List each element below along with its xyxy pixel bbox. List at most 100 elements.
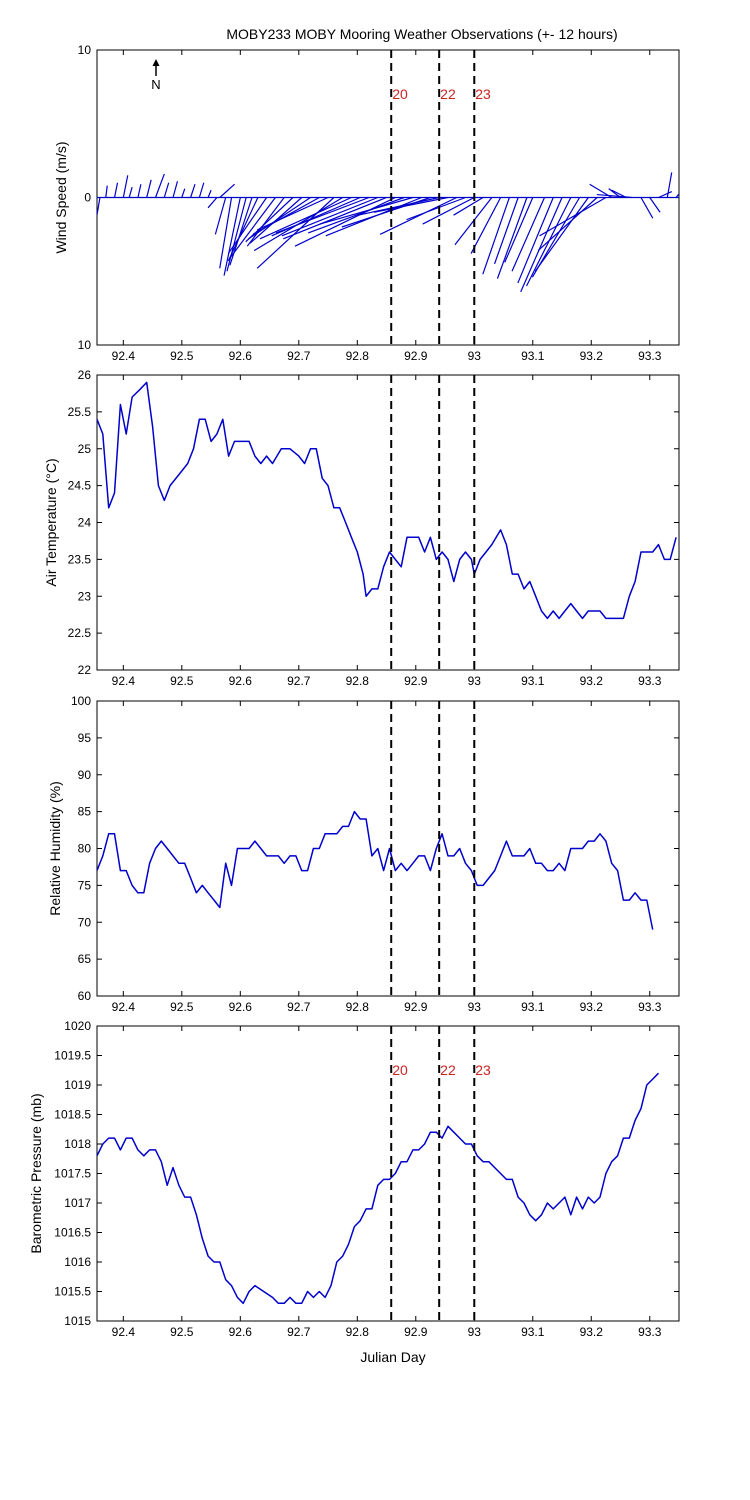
wind-vector [181, 188, 186, 198]
event-marker-label: 23 [475, 1062, 491, 1078]
plot-frame [96, 374, 680, 671]
y-tick-label: 100 [71, 694, 91, 708]
y-tick-label: 0 [84, 191, 91, 205]
north-label: N [151, 77, 160, 92]
y-tick-label: 1016.5 [54, 1226, 91, 1240]
y-tick-label: 60 [78, 989, 92, 1003]
x-tick-label: 92.7 [287, 349, 311, 363]
series-group [97, 172, 679, 293]
x-tick-label: 93.1 [521, 674, 545, 688]
wind-vector [128, 187, 133, 198]
x-tick-label: 92.8 [346, 1325, 370, 1339]
event-marker-label: 22 [440, 1062, 456, 1078]
x-tick-label: 92.4 [112, 674, 136, 688]
wind-vector [496, 197, 528, 279]
wind-vector [226, 197, 247, 272]
wind-vector [453, 196, 484, 216]
wind-vector [230, 197, 276, 257]
wind-vector [275, 196, 370, 234]
wind-vector [190, 184, 196, 198]
wind-vector [319, 196, 414, 225]
wind-vector [207, 189, 212, 198]
wind-vector [493, 197, 519, 265]
x-tick-label: 92.5 [170, 1000, 194, 1014]
x-tick-label: 92.4 [112, 349, 136, 363]
wind-vector [666, 172, 673, 198]
x-tick-label: 92.4 [112, 1325, 136, 1339]
wind-vector [422, 196, 475, 225]
wind-vector [97, 197, 101, 216]
y-tick-label: 1017 [64, 1196, 91, 1210]
x-tick-label: 93.3 [638, 674, 662, 688]
x-tick-label: 93 [468, 674, 482, 688]
wind-vector [283, 196, 387, 240]
chart-title: MOBY233 MOBY Mooring Weather Observation… [226, 26, 617, 42]
series-line [97, 1072, 660, 1305]
series-group [97, 381, 677, 620]
x-tick-label: 92.7 [287, 1000, 311, 1014]
wind-vector [163, 182, 170, 198]
air-temperature-panel: 92.4 92.5 92.6 92.7 92.8 92.9 93 93.1 93.2 93.3 22… [43, 368, 680, 688]
x-tick-label: 92.9 [404, 349, 428, 363]
y-tick-label: 1015.5 [54, 1285, 91, 1299]
x-tick-label: 92.9 [404, 1000, 428, 1014]
x-tick-label: 92.6 [229, 1000, 253, 1014]
x-tick-label: 93.1 [521, 1000, 545, 1014]
y-tick-label: 95 [78, 731, 92, 745]
wind-vector [259, 196, 352, 240]
series-group [97, 1072, 660, 1305]
y-tick-label: 24 [78, 516, 92, 530]
y-tick-label: 25.5 [68, 405, 92, 419]
y-tick-label: 1019 [64, 1078, 91, 1092]
x-tick-label: 93.3 [638, 1000, 662, 1014]
wind-vector [227, 197, 268, 254]
y-tick-label: 22 [78, 663, 92, 677]
event-marker-label: 20 [392, 1062, 408, 1078]
y-tick-label: 1017.5 [54, 1167, 91, 1181]
wind-vector [294, 196, 396, 247]
wind-vector [146, 179, 152, 198]
series-group [97, 810, 654, 930]
x-tick-label: 92.9 [404, 1325, 428, 1339]
wind-vector [223, 197, 241, 276]
wind-vector [256, 196, 329, 231]
event-marker-label: 22 [440, 86, 456, 102]
wind-vector [214, 197, 227, 235]
x-tick-label: 92.5 [170, 349, 194, 363]
x-tick-label: 93.2 [580, 1000, 604, 1014]
wind-vector [219, 197, 233, 269]
y-tick-label: 1020 [64, 1019, 91, 1033]
wind-vector [246, 197, 285, 247]
wind-vector [649, 197, 661, 213]
x-tick-label: 93 [468, 349, 482, 363]
y-tick-label: 90 [78, 768, 92, 782]
y-tick-label: 65 [78, 952, 92, 966]
wind-vector [227, 197, 259, 262]
wind-vector [517, 197, 554, 284]
wind-vector [675, 192, 679, 198]
wind-vector [511, 197, 546, 272]
y-tick-label: 10 [78, 338, 92, 352]
x-tick-label: 92.5 [170, 674, 194, 688]
series-line [97, 810, 654, 930]
plot-frame [96, 700, 680, 997]
y-tick-label: 10 [78, 43, 92, 57]
wind-vector [640, 197, 654, 219]
x-tick-label: 92.6 [229, 349, 253, 363]
x-tick-label: 93.1 [521, 349, 545, 363]
y-tick-label: 80 [78, 842, 92, 856]
wind-vector [207, 197, 218, 209]
y-axis-label: Air Temperature (°C) [43, 458, 59, 586]
x-tick-label: 92.9 [404, 674, 428, 688]
y-axis-label: Wind Speed (m/s) [53, 141, 69, 253]
x-tick-label: 92.4 [112, 1000, 136, 1014]
y-tick-label: 1016 [64, 1255, 91, 1269]
wind-vector [198, 182, 205, 198]
wind-vector [406, 196, 466, 221]
x-tick-label: 93.3 [638, 1325, 662, 1339]
wind-vector [308, 196, 405, 234]
y-tick-label: 1018.5 [54, 1108, 91, 1122]
y-tick-label: 26 [78, 368, 92, 382]
y-axis-label: Relative Humidity (%) [47, 781, 63, 916]
x-axis-label: Julian Day [360, 1349, 425, 1365]
